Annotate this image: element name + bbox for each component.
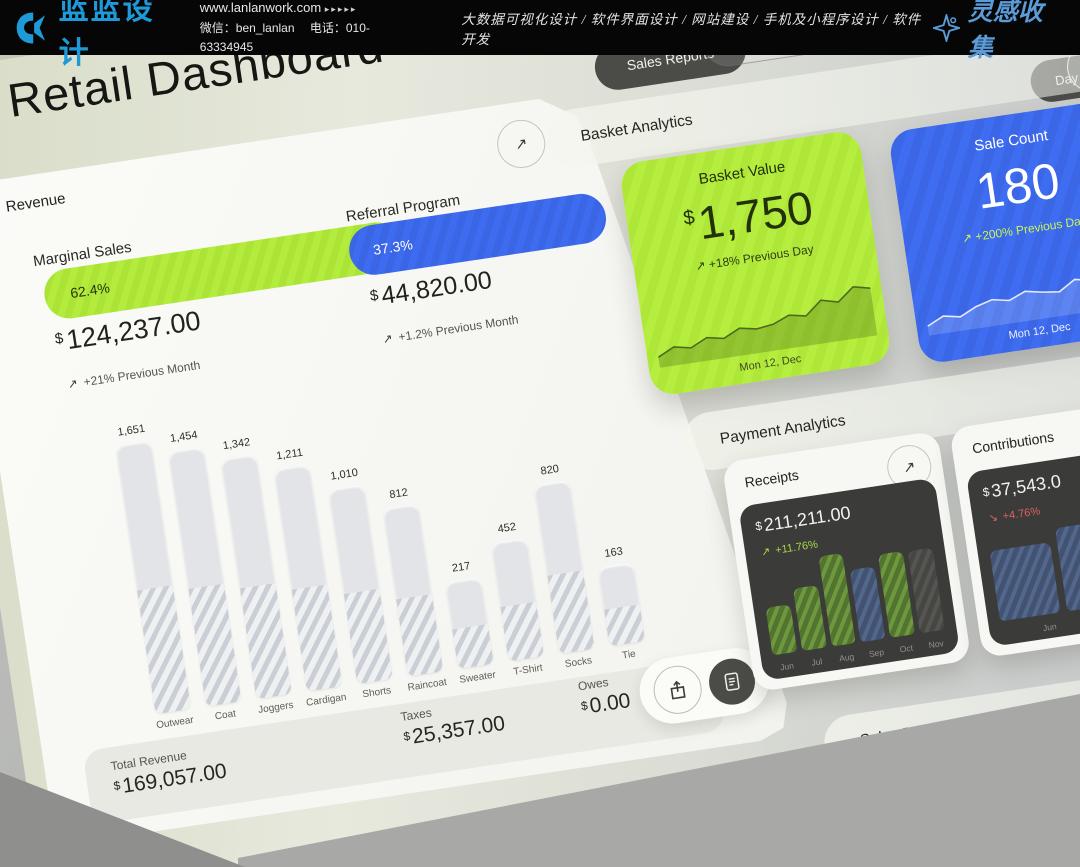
trend-up-icon: ↗ <box>66 376 79 392</box>
taxes: Taxes $ 25,357.00 <box>399 705 507 749</box>
sale-count-sparkline <box>927 249 1080 336</box>
phone-number: 电话：010-63334945 <box>199 20 370 54</box>
trend-up-icon: ↗ <box>760 545 772 559</box>
logo[interactable]: 蓝蓝设计 <box>0 0 182 72</box>
share-button[interactable] <box>650 663 705 718</box>
basket-value-sparkline <box>657 286 878 368</box>
inspiration-brand-text: 灵感收集 <box>967 0 1043 62</box>
site-header: 蓝蓝设计 www.lanlanwork.com ▸▸▸▸▸ 微信：ben_lan… <box>0 0 1080 70</box>
arrow-decor-icon: ▸▸▸▸▸ <box>324 3 358 14</box>
currency-symbol: $ <box>368 286 380 305</box>
receipts-label: Receipts <box>743 466 800 491</box>
category-bar-chart: 1,651 Outwear 1,454 Coat 1,342 Joggers 1… <box>113 354 650 715</box>
site-url[interactable]: www.lanlanwork.com <box>199 0 322 15</box>
marginal-sales-progress[interactable]: 62.4% <box>41 219 405 322</box>
wechat-id: 微信：ben_lanlan <box>199 20 295 35</box>
marginal-sales-delta: ↗ +21% Previous Month <box>66 357 202 392</box>
trend-down-icon: ↘ <box>987 511 999 525</box>
report-button[interactable] <box>706 656 758 708</box>
referral-program-percent: 37.3% <box>372 236 414 258</box>
basket-analytics-title: Basket Analytics <box>579 111 694 145</box>
referral-program-delta: ↗ +1.2% Previous Month <box>381 312 520 347</box>
receipts-mini-bars <box>759 540 945 656</box>
owes: Owes $ 0.00 <box>577 675 632 718</box>
currency-symbol: $ <box>53 329 65 348</box>
contributions-mini-bars <box>988 509 1080 622</box>
contributions-delta: ↘ +4.76% <box>987 504 1041 525</box>
receipts-panel: $ 211,211.00 ↗ +11.76% Jun Jul Aug Sep Oct… <box>738 477 961 681</box>
payment-analytics-title: Payment Analytics <box>718 412 847 448</box>
share-icon <box>667 679 688 701</box>
receipts-delta: ↗ +11.76% <box>760 538 819 559</box>
revenue-expand-button[interactable]: ↗ <box>494 117 549 172</box>
sale-count-card[interactable]: Sale Count 180 ↗ +200% Previous Day Mon … <box>887 96 1080 366</box>
arrow-up-right-icon: ↗ <box>513 135 529 154</box>
revenue-card-title: Revenue <box>4 190 67 216</box>
revenue-card: Revenue ↗ Marginal Sales 62.4% $ 124,237… <box>0 75 798 847</box>
card-actions <box>635 644 773 728</box>
total-revenue: Total Revenue $ 169,057.00 <box>109 748 229 798</box>
receipts-card[interactable]: Receipts ↗ $ 211,211.00 ↗ +11.76% <box>721 430 972 693</box>
trend-up-icon: ↗ <box>381 331 394 347</box>
contact-block: www.lanlanwork.com ▸▸▸▸▸ 微信：ben_lanlan 电… <box>200 0 416 57</box>
services-list: 大数据可视化设计 / 软件界面设计 / 网站建设 / 手机及小程序设计 / 软件… <box>461 11 922 47</box>
lanlan-logo-icon <box>16 11 46 44</box>
document-icon <box>723 672 741 692</box>
inspiration-brand[interactable]: 灵感收集 <box>932 0 1080 64</box>
basket-value-card[interactable]: Basket Value $ 1,750 ↗ +18% Previous Day… <box>618 129 893 398</box>
marginal-sales-percent: 62.4% <box>69 279 111 302</box>
sparkle-star-icon <box>932 13 960 42</box>
arrow-up-right-icon: ↗ <box>901 458 917 477</box>
contributions-value: $ 37,543.0 <box>981 470 1063 502</box>
logo-text: 蓝蓝设计 <box>58 0 155 70</box>
contributions-label: Contributions <box>971 428 1056 457</box>
receipts-value: $ 211,211.00 <box>754 502 852 536</box>
